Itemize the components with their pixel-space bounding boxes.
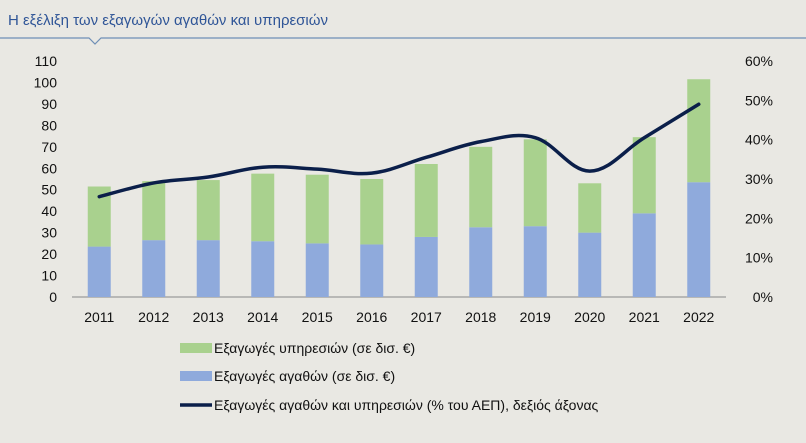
right-tick-label: 50% xyxy=(745,92,773,108)
left-tick-label: 60 xyxy=(41,160,57,176)
bar-goods xyxy=(687,182,711,297)
bar-services xyxy=(687,79,711,183)
x-tick-label: 2017 xyxy=(411,309,442,325)
right-tick-label: 60% xyxy=(745,53,773,69)
left-tick-label: 0 xyxy=(49,289,57,305)
right-tick-label: 40% xyxy=(745,132,773,148)
x-axis: 2011 2012 2013 2014 2015 2016 2017 2018 2019 2020… xyxy=(84,309,714,325)
legend-label-services: Εξαγωγές υπηρεσιών (σε δισ. €) xyxy=(214,340,415,356)
bar-goods xyxy=(196,240,220,297)
left-tick-label: 100 xyxy=(34,74,58,90)
bars xyxy=(87,79,711,297)
bar-goods xyxy=(142,240,166,297)
right-tick-label: 20% xyxy=(745,210,773,226)
bar-goods xyxy=(469,227,493,297)
legend-label-ratio: Εξαγωγές αγαθών και υπηρεσιών (% του ΑΕΠ… xyxy=(214,397,599,413)
chart-title: Η εξέλιξη των εξαγωγών αγαθών και υπηρεσ… xyxy=(8,12,328,29)
bar-services xyxy=(469,146,493,228)
legend-swatch-goods xyxy=(180,371,212,381)
right-tick-label: 0% xyxy=(753,289,773,305)
legend: Εξαγωγές υπηρεσιών (σε δισ. €) Εξαγωγές … xyxy=(180,340,599,413)
right-axis: 0% 10% 20% 30% 40% 50% 60% xyxy=(745,53,773,305)
title-rule xyxy=(0,37,806,45)
right-tick-label: 10% xyxy=(745,250,773,266)
x-tick-label: 2018 xyxy=(465,309,496,325)
x-tick-label: 2012 xyxy=(138,309,169,325)
x-tick-label: 2022 xyxy=(683,309,714,325)
bar-goods xyxy=(632,213,656,297)
bar-services xyxy=(87,186,111,247)
bar-goods xyxy=(251,241,275,297)
x-tick-label: 2011 xyxy=(84,309,114,325)
x-tick-label: 2016 xyxy=(356,309,387,325)
x-tick-label: 2021 xyxy=(629,309,660,325)
left-tick-label: 70 xyxy=(41,139,57,155)
bar-services xyxy=(142,181,166,241)
legend-swatch-services xyxy=(180,343,212,353)
left-tick-label: 30 xyxy=(41,225,57,241)
bar-services xyxy=(360,179,384,245)
bar-goods xyxy=(523,226,547,297)
left-tick-label: 110 xyxy=(35,53,58,69)
bar-services xyxy=(578,183,602,233)
bar-goods xyxy=(87,246,111,297)
x-tick-label: 2019 xyxy=(520,309,551,325)
left-tick-label: 10 xyxy=(41,268,57,284)
bar-goods xyxy=(414,236,438,297)
x-tick-label: 2015 xyxy=(302,309,333,325)
bar-goods xyxy=(360,244,384,297)
left-tick-label: 40 xyxy=(41,203,57,219)
bar-goods xyxy=(305,243,329,297)
left-axis: 0 10 20 30 40 50 60 70 80 90 100 110 xyxy=(34,53,58,305)
bar-services xyxy=(523,139,547,227)
series-line-ratio xyxy=(97,102,701,199)
bar-services xyxy=(414,163,438,237)
right-tick-label: 30% xyxy=(745,171,773,187)
left-tick-label: 50 xyxy=(41,182,57,198)
x-tick-label: 2020 xyxy=(574,309,605,325)
x-tick-label: 2014 xyxy=(247,309,278,325)
bar-services xyxy=(251,173,275,242)
legend-label-goods: Εξαγωγές αγαθών (σε δισ. €) xyxy=(214,368,395,384)
x-tick-label: 2013 xyxy=(193,309,224,325)
bar-services xyxy=(196,180,220,241)
bar-services xyxy=(305,174,329,244)
bar-services xyxy=(632,137,656,214)
left-tick-label: 20 xyxy=(41,246,57,262)
left-tick-label: 90 xyxy=(41,96,57,112)
bar-goods xyxy=(578,232,602,297)
left-tick-label: 80 xyxy=(41,117,57,133)
